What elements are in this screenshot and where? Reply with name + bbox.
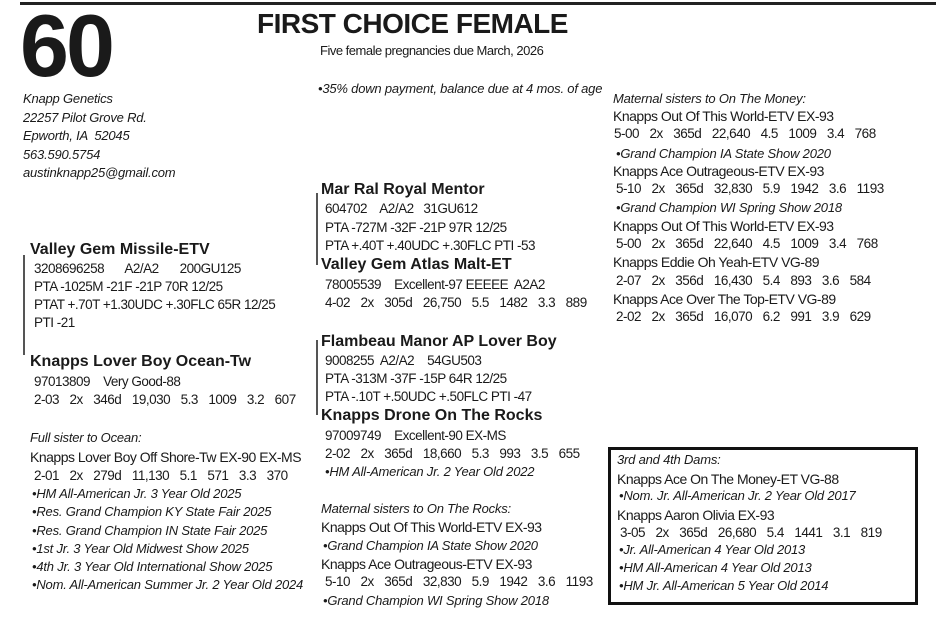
sister-name: Knapps Out Of This World-ETV EX-93 (613, 218, 834, 234)
award: •1st Jr. 3 Year Old Midwest Show 2025 (32, 541, 249, 556)
sire1-line: PTA +.40T +.40UDC +.30FLC PTI -53 (325, 238, 535, 253)
award: •Res. Grand Champion IN State Fair 2025 (32, 523, 268, 538)
dams-box (608, 447, 918, 605)
sisters-header: Maternal sisters to On The Money: (613, 91, 806, 106)
sire1-line: 604702 A2/A2 31GU612 (325, 201, 478, 216)
lot-number: 60 (20, 0, 115, 95)
sister-name: Knapps Out Of This World-ETV EX-93 (321, 519, 542, 535)
sister-record: 5-00 2x 365d 22,640 4.5 1009 3.4 768 (616, 236, 878, 251)
dam1-record: 4-02 2x 305d 26,750 5.5 1482 3.3 889 (325, 295, 587, 310)
sister-name: Knapps Out Of This World-ETV EX-93 (613, 108, 834, 124)
page-title: FIRST CHOICE FEMALE (257, 8, 568, 39)
terms-note: •35% down payment, balance due at 4 mos.… (318, 81, 603, 96)
sister-name: Knapps Ace Over The Top-ETV VG-89 (613, 291, 836, 307)
top-rule (20, 2, 936, 5)
sisters-header: Maternal sisters to On The Rocks: (321, 501, 511, 516)
dam2-line: 97009749 Excellent-90 EX-MS (325, 428, 506, 443)
consignor-name: Knapp Genetics (23, 91, 113, 106)
dam1-line: 78005539 Excellent-97 EEEEE A2A2 (325, 277, 545, 292)
dam2-record: 2-02 2x 365d 18,660 5.3 993 3.5 655 (325, 446, 580, 461)
sire-line: PTAT +.70T +1.30UDC +.30FLC 65R 12/25 (34, 297, 276, 312)
award: •Res. Grand Champion KY State Fair 2025 (32, 504, 272, 519)
pedigree-bracket (316, 193, 318, 265)
consignor-email: austinknapp25@gmail.com (23, 165, 176, 180)
award: •Grand Champion WI Spring Show 2018 (323, 593, 549, 608)
award: •Grand Champion IA State Show 2020 (616, 146, 831, 161)
dam-name: Knapps Lover Boy Ocean-Tw (30, 353, 252, 370)
sister-name: Knapps Ace Outrageous-ETV EX-93 (613, 163, 824, 179)
sister-record: 5-10 2x 365d 32,830 5.9 1942 3.6 1193 (325, 574, 593, 589)
sister-name: Knapps Lover Boy Off Shore-Tw EX-90 EX-M… (30, 449, 302, 465)
sister-header: Full sister to Ocean: (30, 430, 142, 445)
sire-line: PTI -21 (34, 315, 75, 330)
sister-name: Knapps Eddie Oh Yeah-ETV VG-89 (613, 254, 820, 270)
sister-record: 5-10 2x 365d 32,830 5.9 1942 3.6 1193 (616, 181, 884, 196)
dam-record: 3-05 2x 365d 26,680 5.4 1441 3.1 819 (620, 525, 882, 540)
award: •Nom. Jr. All-American Jr. 2 Year Old 20… (619, 488, 856, 503)
sire-line: PTA -1025M -21F -21P 70R 12/25 (34, 279, 223, 294)
sister-name: Knapps Ace Outrageous-ETV EX-93 (321, 556, 532, 572)
pedigree-bracket (316, 340, 318, 415)
dam-line: 97013809 Very Good-88 (34, 374, 181, 389)
consignor-city: Epworth, IA 52045 (23, 128, 130, 143)
sire2-name: Flambeau Manor AP Lover Boy (321, 333, 557, 350)
award: •Grand Champion WI Spring Show 2018 (616, 200, 842, 215)
dam-record: 2-03 2x 346d 19,030 5.3 1009 3.2 607 (34, 392, 296, 407)
dam-name: Knapps Aaron Olivia EX-93 (617, 507, 775, 523)
award: •HM All-American Jr. 2 Year Old 2022 (325, 464, 535, 479)
award: •HM All-American Jr. 3 Year Old 2025 (32, 486, 242, 501)
sire-name: Valley Gem Missile-ETV (30, 241, 210, 258)
sire-line: 3208696258 A2/A2 200GU125 (34, 261, 241, 276)
award: •HM Jr. All-American 5 Year Old 2014 (619, 578, 829, 593)
pedigree-bracket (23, 255, 25, 355)
award: •4th Jr. 3 Year Old International Show 2… (32, 559, 273, 574)
sire1-name: Mar Ral Royal Mentor (321, 181, 485, 198)
sire2-line: PTA -.10T +.50UDC +.50FLC PTI -47 (325, 389, 532, 404)
sire2-line: PTA -313M -37F -15P 64R 12/25 (325, 371, 507, 386)
sire2-line: 9008255 A2/A2 54GU503 (325, 353, 482, 368)
consignor-phone: 563.590.5754 (23, 147, 101, 162)
award: •Nom. All-American Summer Jr. 2 Year Old… (32, 577, 304, 592)
sister-record: 2-07 2x 356d 16,430 5.4 893 3.6 584 (616, 273, 871, 288)
dam2-name: Knapps Drone On The Rocks (321, 407, 543, 424)
sister-record: 2-02 2x 365d 16,070 6.2 991 3.9 629 (616, 309, 871, 324)
sire1-line: PTA -727M -32F -21P 97R 12/25 (325, 220, 507, 235)
sister-record: 2-01 2x 279d 11,130 5.1 571 3.3 370 (34, 468, 288, 483)
dam-name: Knapps Ace On The Money-ET VG-88 (617, 471, 839, 487)
box-header: 3rd and 4th Dams: (617, 452, 721, 467)
award: •HM All-American 4 Year Old 2013 (619, 560, 812, 575)
consignor-street: 22257 Pilot Grove Rd. (23, 110, 147, 125)
award: •Jr. All-American 4 Year Old 2013 (619, 542, 806, 557)
sister-record: 5-00 2x 365d 22,640 4.5 1009 3.4 768 (614, 126, 876, 141)
subtitle: Five female pregnancies due March, 2026 (320, 43, 544, 58)
award: •Grand Champion IA State Show 2020 (323, 538, 538, 553)
dam1-name: Valley Gem Atlas Malt-ET (321, 256, 512, 273)
